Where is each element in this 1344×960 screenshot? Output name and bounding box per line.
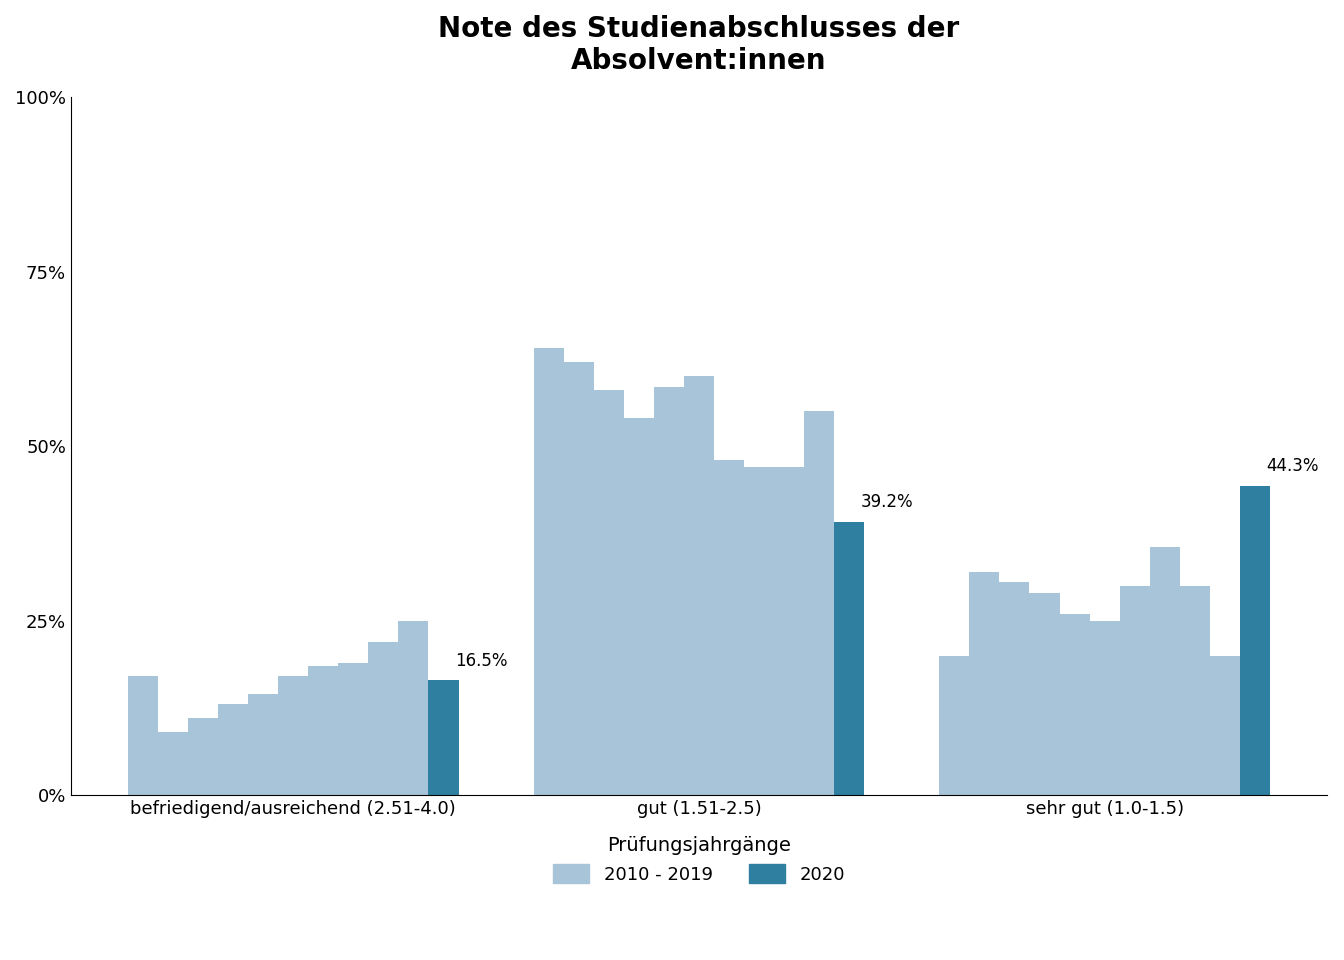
Bar (1180, 586, 1210, 795)
Bar (835, 521, 864, 795)
Bar (308, 666, 339, 795)
Bar (624, 419, 653, 795)
Bar (1239, 486, 1270, 795)
Bar (939, 656, 969, 795)
Bar (368, 641, 398, 795)
Text: 16.5%: 16.5% (454, 652, 507, 669)
Bar (128, 677, 159, 795)
Bar (1120, 586, 1149, 795)
Bar (278, 677, 308, 795)
Bar (1059, 613, 1090, 795)
Bar (339, 662, 368, 795)
Bar (429, 680, 458, 795)
Bar (1090, 621, 1120, 795)
Bar (1149, 547, 1180, 795)
Bar (714, 460, 745, 795)
Bar (745, 468, 774, 795)
Bar (218, 705, 249, 795)
Bar (1030, 592, 1059, 795)
Bar (594, 391, 624, 795)
Legend: 2010 - 2019, 2020: 2010 - 2019, 2020 (546, 829, 852, 891)
Bar (249, 694, 278, 795)
Bar (774, 468, 804, 795)
Bar (159, 732, 188, 795)
Bar (1000, 583, 1030, 795)
Title: Note des Studienabschlusses der
Absolvent:innen: Note des Studienabschlusses der Absolven… (438, 15, 960, 76)
Bar (563, 363, 594, 795)
Bar (534, 348, 563, 795)
Text: 39.2%: 39.2% (860, 493, 913, 511)
Bar (653, 387, 684, 795)
Bar (188, 718, 218, 795)
Bar (1210, 656, 1239, 795)
Bar (398, 621, 429, 795)
Bar (684, 376, 714, 795)
Bar (969, 572, 1000, 795)
Text: 44.3%: 44.3% (1266, 458, 1318, 475)
Bar (804, 411, 835, 795)
